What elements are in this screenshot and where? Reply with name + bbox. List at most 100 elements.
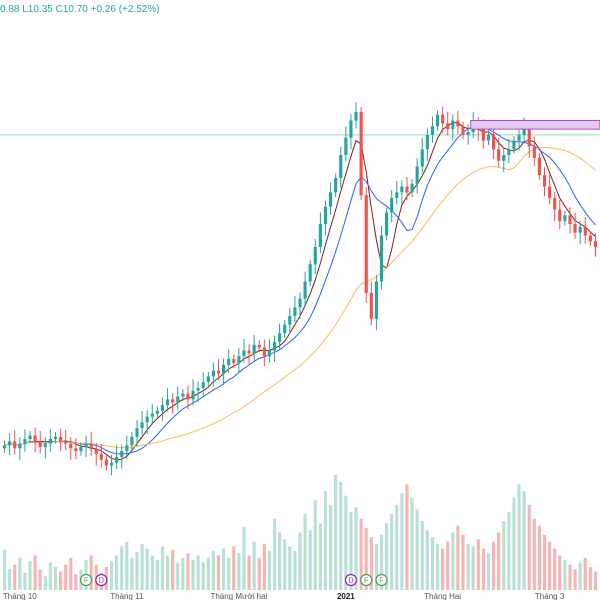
volume-bar: [446, 541, 450, 590]
volume-bar: [461, 534, 465, 590]
volume-bar: [242, 526, 246, 590]
candle: [227, 349, 231, 373]
candle: [201, 372, 205, 396]
volume-bar: [405, 484, 409, 590]
candle: [563, 210, 567, 226]
candle: [328, 182, 333, 215]
candle: [318, 212, 322, 254]
candle: [451, 114, 455, 141]
candle: [18, 437, 22, 460]
event-label: F: [364, 578, 368, 585]
volume-bar: [33, 555, 37, 590]
candle: [486, 130, 491, 146]
candle: [344, 126, 348, 162]
volume-bar: [150, 555, 154, 590]
volume-bar: [456, 525, 460, 590]
volume-bar: [252, 541, 256, 590]
volume-bar: [385, 523, 389, 590]
volume-bar: [568, 564, 572, 590]
volume-bar: [120, 546, 124, 590]
candle: [441, 106, 445, 134]
event-marker-2[interactable]: D: [344, 573, 358, 587]
candle: [272, 335, 277, 362]
volume-bar: [247, 555, 251, 590]
candle: [104, 455, 109, 471]
volume-bar: [308, 530, 312, 590]
volume-bar: [466, 544, 470, 590]
candle: [323, 200, 328, 236]
volume-bar: [588, 567, 592, 590]
volume-bar: [481, 548, 485, 590]
volume-bar: [13, 564, 17, 590]
volume-bar: [135, 552, 139, 590]
candle: [2, 440, 7, 453]
event-marker-4[interactable]: F: [375, 573, 388, 587]
candle: [69, 437, 73, 460]
volume-bar: [181, 557, 185, 590]
volume-bar: [410, 498, 414, 590]
volume-bar: [497, 532, 501, 590]
candle: [181, 389, 185, 402]
volume-bar: [237, 553, 241, 590]
volume-bar: [435, 544, 440, 590]
volume-bar: [553, 548, 557, 590]
event-marker-0[interactable]: F: [79, 573, 93, 587]
candle: [64, 429, 68, 450]
candle: [109, 454, 114, 476]
candle: [222, 358, 226, 385]
candle: [410, 179, 414, 197]
candle: [211, 362, 215, 387]
candle: [313, 238, 317, 275]
volume-bar: [441, 548, 445, 590]
candle: [283, 320, 287, 338]
volume-bar: [53, 567, 58, 590]
volume-bar: [318, 523, 322, 590]
candle: [99, 444, 103, 468]
candle: [237, 348, 241, 373]
candle: [548, 175, 552, 205]
candle: [385, 207, 389, 241]
ohlc-readout: 0.88 L10.35 C10.70 +0.26 (+2.52%): [0, 4, 160, 15]
volume-bar: [548, 541, 552, 590]
volume-bar: [288, 546, 292, 590]
zone-0[interactable]: [470, 120, 600, 130]
volume-bar: [374, 544, 378, 590]
candle: [242, 339, 246, 363]
volume-bar: [191, 560, 195, 590]
event-label: D: [99, 578, 104, 585]
candle: [171, 393, 175, 414]
volume-bar: [267, 550, 272, 590]
candle: [497, 137, 501, 168]
event-marker-3[interactable]: F: [360, 573, 373, 587]
candle: [48, 429, 52, 452]
event-marker-1[interactable]: D: [95, 573, 108, 587]
volume-bar: [262, 544, 266, 590]
volume-bar: [517, 484, 521, 590]
volume-bar: [578, 562, 582, 590]
candle: [466, 123, 470, 145]
event-label: F: [84, 578, 88, 585]
candle: [120, 444, 124, 469]
volume-bar: [222, 548, 226, 590]
volume-bar: [74, 573, 78, 590]
candle: [206, 371, 210, 387]
ma-fast-line: [4, 122, 596, 461]
volume-bar: [155, 560, 159, 590]
volume-bar: [23, 572, 27, 590]
volume-bar: [415, 509, 419, 590]
ma-mid-line: [4, 125, 596, 455]
candle: [420, 137, 424, 173]
event-markers: FDDFFF: [79, 573, 388, 587]
volume-bar: [349, 511, 353, 590]
moving-averages: [4, 122, 596, 461]
candle: [196, 381, 200, 403]
volume-bar: [379, 534, 384, 590]
volume-bar: [186, 553, 190, 590]
candle: [339, 146, 343, 188]
candle: [216, 359, 221, 380]
candle: [262, 339, 266, 367]
volume-bar: [227, 557, 231, 590]
candle: [125, 435, 129, 460]
volume-bar: [176, 562, 180, 590]
